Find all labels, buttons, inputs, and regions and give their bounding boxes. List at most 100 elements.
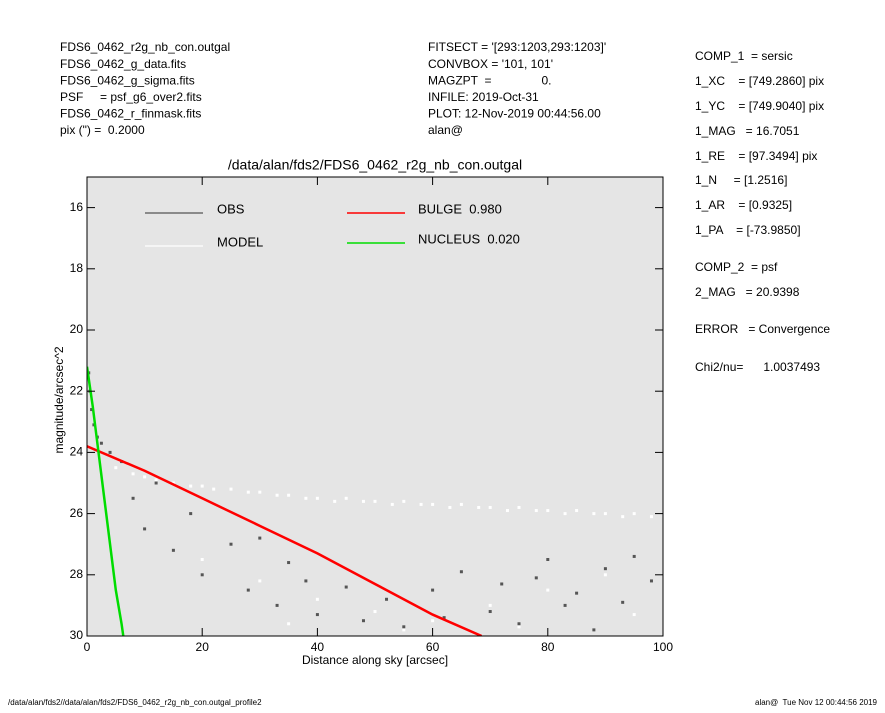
data-point (200, 558, 204, 561)
data-point (419, 502, 423, 506)
data-point (246, 490, 250, 494)
x-axis-label: Distance along sky [arcsec] (302, 653, 448, 667)
data-point (603, 573, 607, 577)
header-line: FDS6_0462_g_data.fits (60, 57, 186, 71)
header-line: PLOT: 12-Nov-2019 00:44:56.00 (428, 107, 601, 121)
data-point (603, 567, 607, 571)
header-line: FDS6_0462_g_sigma.fits (60, 73, 195, 87)
param-line: 1_RE = [97.3494] pix (695, 149, 817, 163)
data-point (304, 496, 308, 500)
data-point (287, 622, 291, 626)
data-point (632, 554, 636, 558)
data-point (229, 487, 233, 491)
param-line: 2_MAG = 20.9398 (695, 285, 800, 299)
data-point (402, 628, 406, 632)
y-tick-label: 22 (70, 383, 84, 397)
data-point (200, 484, 204, 488)
data-point (632, 512, 636, 516)
param-line: 1_YC = [749.9040] pix (695, 99, 824, 113)
data-point (534, 509, 538, 513)
y-tick-label: 20 (70, 322, 84, 336)
data-point (246, 588, 250, 592)
header-line: FDS6_0462_r_finmask.fits (60, 107, 201, 121)
data-point (373, 610, 377, 614)
data-point (189, 512, 193, 516)
data-point (99, 441, 103, 445)
y-tick-label: 30 (70, 628, 84, 642)
data-point (143, 527, 147, 531)
data-point (592, 628, 596, 632)
profile-line (87, 445, 483, 636)
chart-title: /data/alan/fds2/FDS6_0462_r2g_nb_con.out… (228, 157, 522, 173)
footer-right: alan@ Tue Nov 12 00:44:56 2019 (755, 698, 878, 707)
data-point (200, 573, 204, 577)
data-point (154, 481, 158, 485)
header-line: CONVBOX = '101, 101' (428, 57, 553, 71)
legend-label: OBS (217, 201, 245, 216)
data-point (649, 515, 653, 519)
data-point (517, 622, 521, 626)
y-tick-label: 16 (70, 200, 84, 214)
param-line: 1_N = [1.2516] (695, 173, 787, 187)
header-line: PSF = psf_g6_over2.fits (60, 90, 202, 104)
param-line: 1_AR = [0.9325] (695, 198, 792, 212)
plot-area (87, 366, 653, 636)
data-point (431, 502, 435, 506)
data-point (402, 499, 406, 503)
data-point (546, 509, 550, 513)
data-point (575, 591, 579, 595)
data-point (546, 588, 550, 592)
data-point (563, 512, 567, 516)
y-tick-label: 26 (70, 506, 84, 520)
data-point (304, 579, 308, 583)
data-point (603, 512, 607, 516)
data-point (315, 496, 319, 500)
data-point (154, 478, 158, 482)
header-line: FITSECT = '[293:1203,293:1203]' (428, 40, 606, 54)
x-tick-label: 100 (653, 640, 673, 654)
legend-label: MODEL (217, 234, 263, 249)
x-tick-label: 60 (426, 640, 440, 654)
data-point (431, 619, 435, 623)
param-line: COMP_1 = sersic (695, 49, 793, 63)
data-point (90, 408, 94, 412)
data-point (131, 472, 135, 476)
param-line: 1_PA = [-73.9850] (695, 223, 801, 237)
data-point (361, 619, 365, 623)
data-point (171, 548, 175, 552)
data-point (333, 499, 337, 503)
data-point (131, 496, 135, 500)
param-line: 1_XC = [749.2860] pix (695, 74, 824, 88)
y-tick-label: 28 (70, 567, 84, 581)
data-point (287, 493, 291, 497)
data-point (621, 600, 625, 604)
data-point (275, 603, 279, 607)
data-point (258, 579, 262, 583)
legend-label: BULGE 0.980 (418, 201, 502, 216)
data-point (500, 582, 504, 586)
data-point (373, 499, 377, 503)
data-point (258, 536, 262, 540)
profile-line (87, 366, 125, 636)
header-line: pix (") = 0.2000 (60, 123, 145, 137)
y-tick-label: 24 (70, 445, 84, 459)
plot-background (87, 177, 663, 636)
legend-label: NUCLEUS 0.020 (418, 231, 520, 246)
header-line: FDS6_0462_r2g_nb_con.outgal (60, 40, 230, 54)
x-tick-label: 20 (196, 640, 210, 654)
data-point (488, 603, 492, 607)
data-point (534, 576, 538, 580)
data-point (488, 505, 492, 509)
x-tick-label: 40 (311, 640, 325, 654)
data-point (212, 487, 216, 491)
data-point (275, 493, 279, 497)
header-line: INFILE: 2019-Oct-31 (428, 90, 539, 104)
data-point (448, 505, 452, 509)
data-point (108, 450, 112, 454)
data-point (344, 585, 348, 589)
data-point (459, 502, 463, 506)
y-axis-label: magnitude/arcsec^2 (52, 346, 66, 453)
data-point (361, 499, 365, 503)
data-point (575, 509, 579, 513)
data-point (143, 475, 147, 479)
